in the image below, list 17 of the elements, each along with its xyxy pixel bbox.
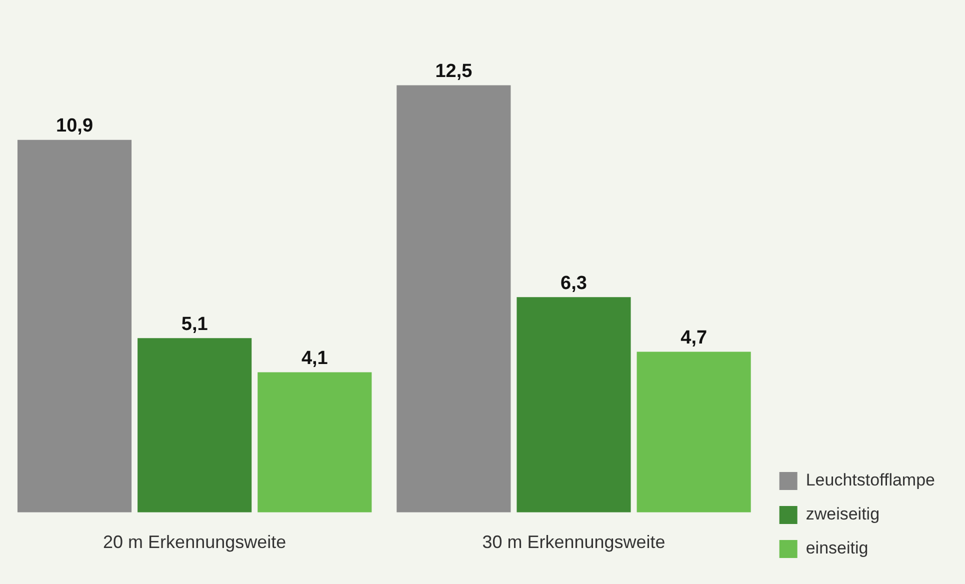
data-label: 5,1 (181, 314, 208, 335)
bar (636, 352, 751, 512)
data-label: 4,7 (680, 328, 708, 349)
x-tick-label: 30 m Erkennungsweite (482, 532, 666, 552)
data-label: 12,5 (435, 60, 473, 82)
data-label: 6,3 (560, 272, 587, 294)
bar (396, 85, 511, 512)
legend-label: zweiseitig (806, 504, 880, 524)
bar (258, 372, 372, 512)
legend-label: einseitig (806, 538, 868, 558)
data-label: 10,9 (56, 116, 94, 137)
x-tick-label: 20 m Erkennungsweite (103, 532, 286, 552)
legend-label: Leuchtstofflampe (806, 470, 936, 490)
bar (516, 297, 631, 512)
bar (17, 140, 132, 512)
bar (138, 338, 252, 512)
data-label: 4,1 (301, 348, 328, 370)
